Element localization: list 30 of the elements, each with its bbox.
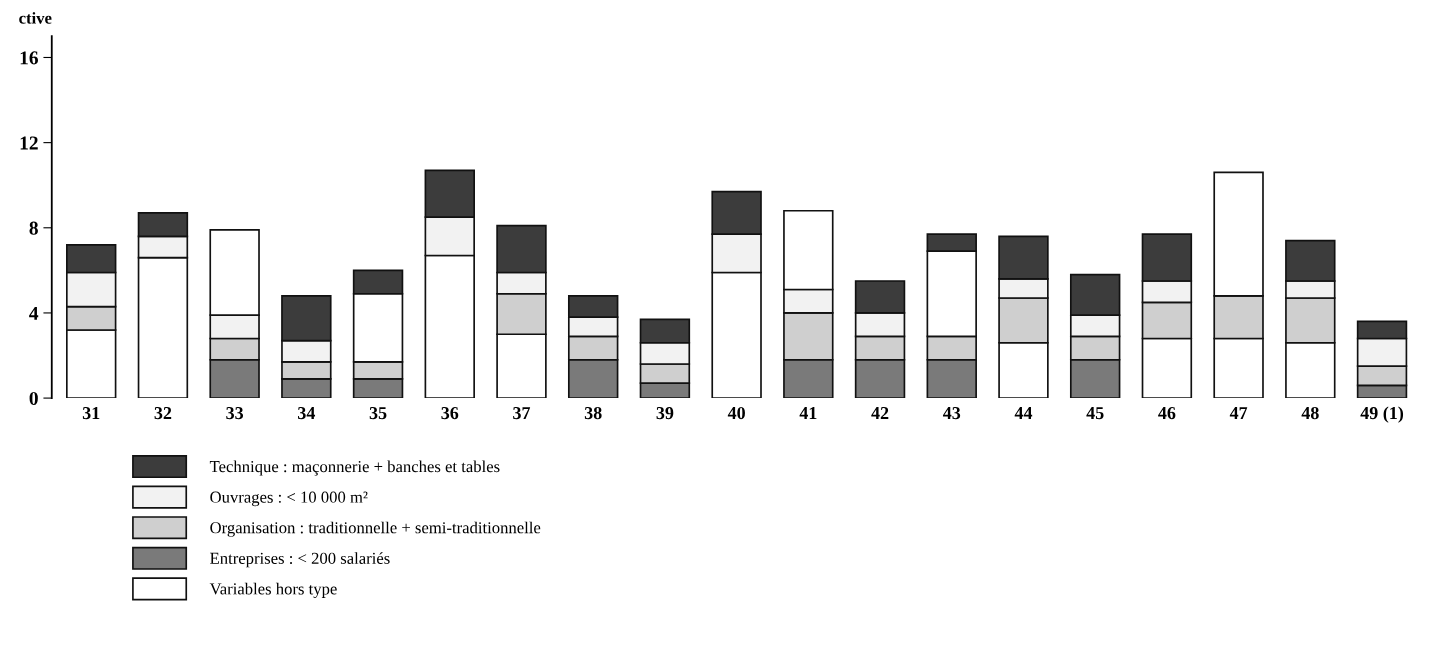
x-tick-label: 31: [82, 407, 100, 420]
x-tick-label: 37: [513, 407, 531, 420]
x-tick-label: 34: [298, 407, 316, 420]
x-tick-label: 45: [1086, 407, 1104, 420]
x-tick-label: 43: [942, 407, 961, 420]
x-tick-label: 48: [1301, 406, 1319, 420]
x-tick-label: 32: [154, 407, 172, 420]
x-tick-label: 47: [1229, 407, 1248, 419]
legend-label: Technique : maçonnerie + banches et tables: [209, 460, 500, 476]
x-tick-label: 40: [727, 406, 745, 420]
y-tick-label: 16: [20, 51, 39, 65]
y-axis-title: ctive: [19, 12, 52, 24]
legend-label: Ouvrages : < 10 000 m²: [210, 491, 368, 507]
y-tick-label: 4: [29, 306, 39, 320]
x-tick-label: 35: [369, 407, 387, 420]
x-tick-label: 41: [799, 407, 817, 419]
y-tick-label: 0: [29, 391, 38, 406]
x-tick-label: 44: [1014, 407, 1033, 419]
x-tick-label: 49 (1): [1360, 406, 1404, 423]
y-tick-label: 8: [29, 221, 38, 235]
x-tick-label: 46: [1158, 407, 1176, 420]
legend-label: Entreprises : < 200 salariés: [210, 552, 390, 568]
x-tick-label: 36: [441, 407, 459, 420]
y-tick-label: 12: [20, 136, 38, 150]
legend-label: Organisation : traditionnelle + semi-traditionnelle: [210, 521, 541, 537]
x-tick-label: 39: [656, 407, 674, 420]
legend-label: Variables hors type: [209, 582, 337, 598]
x-tick-label: 42: [871, 407, 889, 419]
x-tick-label: 38: [584, 406, 602, 420]
x-tick-label: 33: [226, 407, 244, 420]
